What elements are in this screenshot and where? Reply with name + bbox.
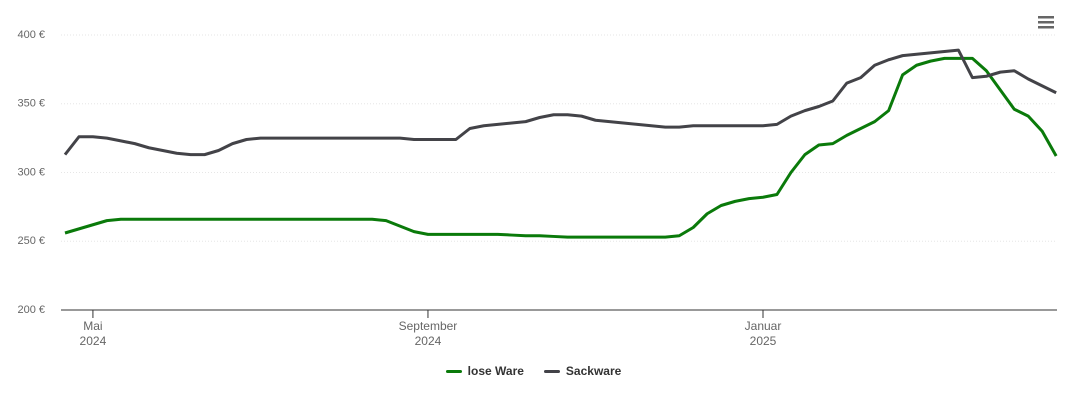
x-tick-label: Januar 2025 [744,319,782,348]
series-line [64,56,1058,239]
legend-item[interactable]: lose Ware [445,364,524,378]
legend-item[interactable]: Sackware [543,364,622,378]
legend-swatch [445,369,462,373]
legend-swatch [543,369,560,373]
y-tick-label: 400 € [17,29,45,41]
menu-bar [1038,26,1054,29]
legend-label: lose Ware [467,364,524,378]
y-tick-label: 250 € [17,235,45,247]
y-tick-label: 300 € [17,166,45,178]
legend-label: Sackware [565,364,622,378]
y-tick-label: 350 € [17,98,45,110]
menu-bar [1038,21,1054,24]
x-tick-label: September 2024 [398,319,458,348]
series-line [63,48,1057,157]
menu-icon[interactable] [1038,16,1054,29]
y-tick-label: 200 € [17,304,45,316]
x-tick-label: Mai 2024 [79,319,107,348]
menu-bar [1038,16,1054,19]
legend: lose Ware Sackware [0,364,1067,378]
